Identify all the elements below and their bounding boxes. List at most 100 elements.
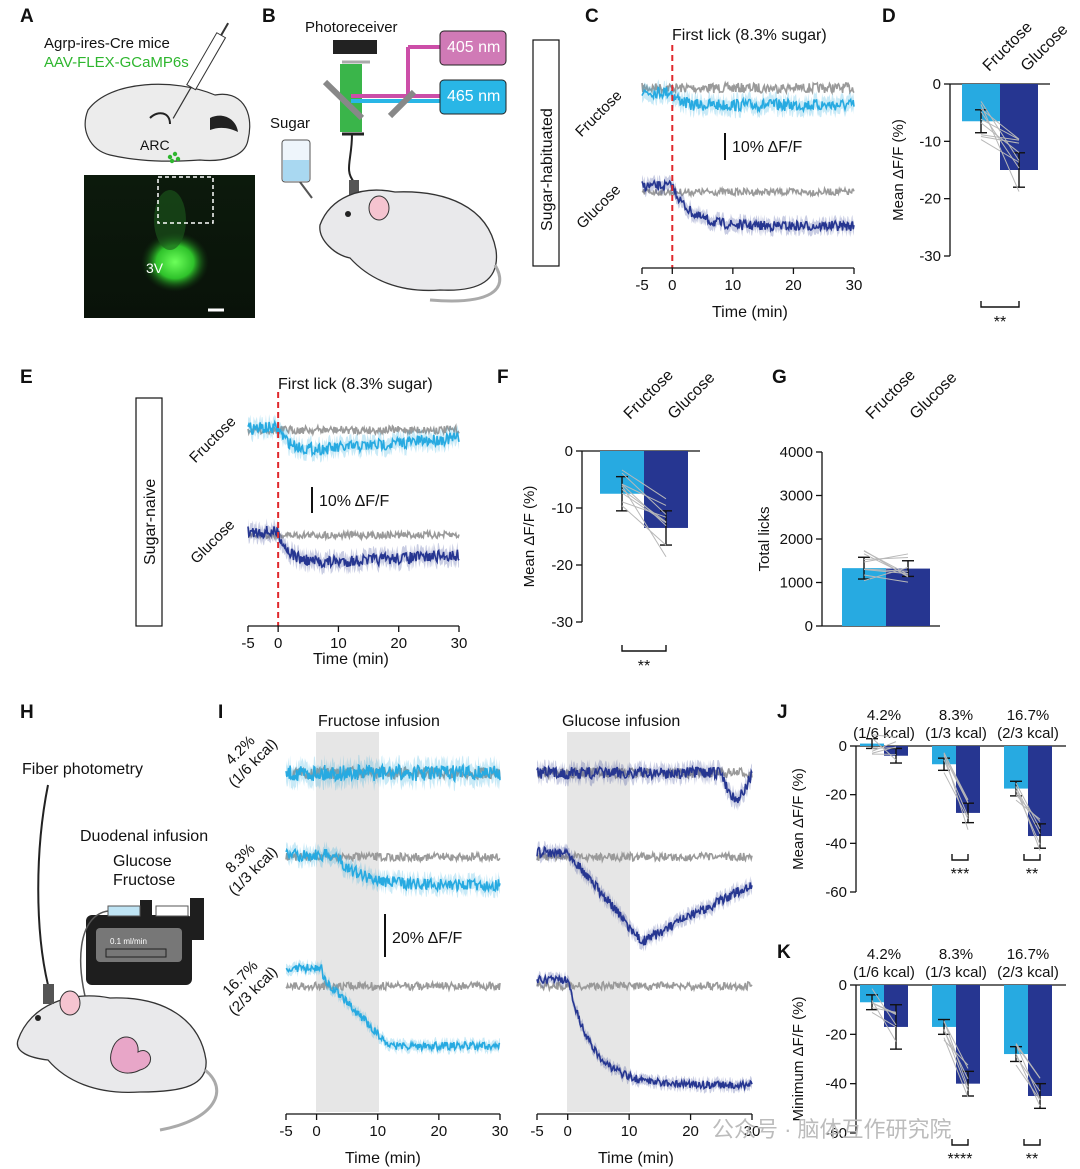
- paired-subject-line: [863, 550, 909, 578]
- group-label-kcal: (2/3 kcal): [997, 725, 1059, 742]
- paired-subject-line: [863, 567, 909, 582]
- paired-subject-line: [980, 108, 1020, 140]
- y-axis-label: Mean ΔF/F (%): [790, 768, 807, 870]
- panel-label-i: I: [218, 702, 223, 723]
- infusion-pump-icon: 0.1 ml/min: [86, 898, 204, 985]
- paired-subject-line: [871, 741, 897, 752]
- panel-label-d: D: [882, 6, 896, 27]
- significance-bracket: [951, 1139, 969, 1146]
- paired-subject-line: [621, 483, 667, 506]
- x-tick-label: 0: [312, 1123, 320, 1140]
- condition-label: Sugar-habituated: [539, 108, 556, 231]
- gcamp-expression: [141, 232, 209, 292]
- significance-bracket: [1023, 854, 1041, 861]
- significance-stars: **: [1026, 866, 1038, 883]
- photoreceiver-icon: [333, 40, 377, 54]
- y-tick-label: 0: [839, 738, 847, 755]
- paired-subject-line: [943, 752, 969, 803]
- bar-plot-j: 0 -20 -40 -60 Mean ΔF/F (%) 4.2%(1/6 kcal) 8.3…: [790, 707, 1066, 901]
- panel-label-c: C: [585, 6, 599, 27]
- condition-box-e: [135, 397, 163, 627]
- group-label-kcal: (2/3 kcal): [997, 964, 1059, 981]
- y-tick-label: 0: [933, 76, 941, 93]
- x-tick-label: 20: [682, 1123, 699, 1140]
- trace-i-fructose-8: [285, 847, 501, 894]
- y-tick-label: 4000: [780, 444, 813, 461]
- panel-label-h: H: [20, 702, 34, 723]
- photoreceiver-label: Photoreceiver: [305, 19, 398, 36]
- infusion-shade-glucose: [567, 732, 630, 1112]
- paired-subject-line: [863, 553, 909, 563]
- y-tick-label: -10: [551, 500, 573, 517]
- group-label-pct: 16.7%: [1007, 707, 1050, 724]
- x-tick-label: 10: [369, 1123, 386, 1140]
- group-label-pct: 8.3%: [939, 946, 973, 963]
- paired-subject-line: [871, 988, 897, 1026]
- scale-label-c: 10% ΔF/F: [732, 139, 802, 156]
- paired-subject-line: [871, 1002, 897, 1015]
- panel-a: Agrp-ires-Cre mice AAV-FLEX-GCaMP6s ARC …: [44, 22, 255, 318]
- trace-i-glucose-16-control: [536, 980, 753, 993]
- y-tick-label: -30: [919, 248, 941, 265]
- paired-subject-line: [1015, 1043, 1041, 1079]
- intestine-icon: [110, 1036, 151, 1074]
- panel-label-b: B: [262, 6, 276, 27]
- x-tick-label: 20: [390, 635, 407, 652]
- significance-bracket: [951, 854, 969, 861]
- paired-subject-line: [980, 101, 1020, 161]
- x-tick-label: 10: [330, 635, 347, 652]
- y-tick-label: -60: [825, 1125, 847, 1142]
- paired-subject-line: [621, 505, 667, 546]
- trace-plot-c: [641, 45, 855, 268]
- paired-subject-line: [621, 472, 667, 515]
- scale-label-i: 20% ΔF/F: [392, 930, 462, 947]
- paired-subject-line: [863, 557, 909, 560]
- trace-e-fructose-control: [247, 423, 460, 437]
- y-tick-label: -10: [919, 133, 941, 150]
- y-tick-label: -40: [825, 835, 847, 852]
- paired-subject-line: [943, 1030, 969, 1080]
- row-label-fructose-e: Fructose: [186, 413, 239, 466]
- trace-e-glucose-sugar-sem-band: [248, 518, 459, 575]
- paired-subject-line: [621, 484, 667, 527]
- paired-subject-line: [1015, 1064, 1041, 1101]
- paired-subject-line: [943, 759, 969, 817]
- y-tick-label: -20: [825, 787, 847, 804]
- paired-subject-line: [1015, 1053, 1041, 1107]
- group-label-kcal: (1/6 kcal): [853, 964, 915, 981]
- x-tick-label: 30: [492, 1123, 509, 1140]
- group-label-kcal: (1/6 kcal): [853, 725, 915, 742]
- mouse-icon: [319, 189, 498, 292]
- group-label-kcal: (1/3 kcal): [925, 725, 987, 742]
- panel-h: Fiber photometry Duodenal infusion Gluco…: [16, 761, 219, 1132]
- panel-letters: A B C D E F G H I J K: [20, 6, 896, 963]
- panel-b: Photoreceiver 405 nm 465 nm Sugar: [270, 19, 507, 303]
- x-label-e: Time (min): [313, 651, 389, 668]
- paired-subject-line: [871, 1000, 897, 1042]
- row-label-fructose: Fructose: [572, 87, 625, 140]
- x-label-i-right: Time (min): [598, 1150, 674, 1167]
- trace-c-glucose-sugar: [641, 178, 855, 234]
- row-label-16-7: 16.7% (2/3 kcal): [219, 957, 281, 1019]
- significance-stars: **: [1026, 1151, 1038, 1168]
- x-tick-label: 30: [846, 277, 863, 294]
- trace-c-fructose-control: [641, 80, 855, 96]
- glucose-label: Glucose: [113, 853, 172, 870]
- cerebellum-icon: [210, 115, 238, 132]
- paired-subject-line: [1015, 1043, 1041, 1100]
- y-axis-label: Total licks: [756, 506, 773, 571]
- panel-label-k: K: [777, 942, 791, 963]
- trace-c-glucose-control: [641, 185, 855, 199]
- laser-465-label: 465 nm: [447, 88, 500, 105]
- group-label-pct: 4.2%: [867, 946, 901, 963]
- y-tick-label: -20: [919, 191, 941, 208]
- y-tick-label: -20: [551, 557, 573, 574]
- y-tick-label: 0: [805, 618, 813, 635]
- trace-c-glucose-sugar-sem-band: [642, 174, 854, 238]
- scale-label-e: 10% ΔF/F: [319, 493, 389, 510]
- x-tick-label: 20: [431, 1123, 448, 1140]
- x-tick-label: 30: [451, 635, 468, 652]
- group-label-pct: 8.3%: [939, 707, 973, 724]
